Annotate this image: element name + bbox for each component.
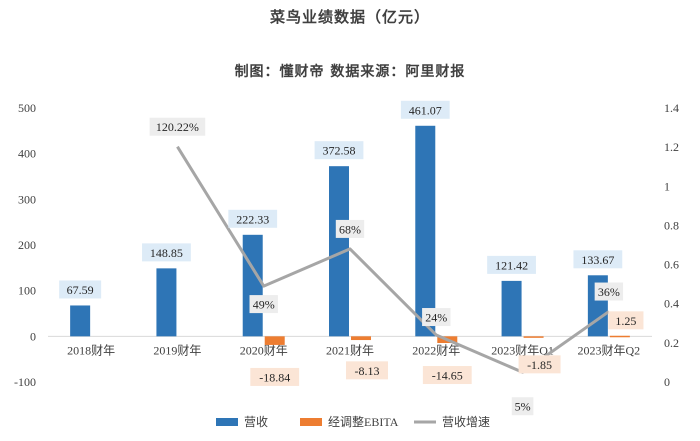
ebita-data-label: -8.13 (355, 364, 380, 378)
revenue-bar (329, 166, 349, 337)
x-category-label: 2023财年Q1 (491, 343, 554, 357)
ebita-bar (264, 336, 285, 345)
growth-data-label: 24% (425, 311, 447, 325)
revenue-data-label: 148.85 (150, 246, 183, 260)
revenue-data-label-box (59, 280, 102, 299)
y-right-tick-label: 1.2 (664, 140, 679, 154)
revenue-data-label-box (228, 209, 278, 228)
revenue-data-label-box (573, 250, 623, 269)
x-category-label: 2019财年 (153, 343, 201, 357)
legend-label: 营收增速 (442, 415, 490, 429)
growth-data-label-box (149, 117, 206, 136)
y-left-tick-label: 0 (30, 329, 36, 343)
y-left-tick-label: -100 (14, 375, 36, 389)
revenue-bar (501, 280, 522, 337)
chart-title: 菜鸟业绩数据（亿元） (269, 8, 430, 26)
x-category-label: 2020财年 (240, 343, 288, 357)
y-right-tick-label: 0.6 (664, 258, 679, 272)
revenue-bar (70, 305, 91, 337)
growth-data-label-box (422, 308, 451, 327)
revenue-data-label: 67.59 (67, 283, 94, 297)
y-right-tick-label: 1.4 (664, 101, 679, 115)
growth-data-label-box (249, 295, 278, 314)
legend-label: 营收 (244, 415, 268, 429)
revenue-bar (242, 234, 263, 337)
x-category-label: 2023财年Q2 (578, 343, 641, 357)
y-left-tick-label: 200 (18, 238, 36, 252)
ebita-data-label: -18.84 (259, 370, 290, 384)
growth-line (176, 145, 610, 374)
x-category-label: 2021财年 (326, 343, 374, 357)
growth-data-label-box (335, 219, 365, 238)
y-right-tick-label: 0.4 (664, 297, 679, 311)
revenue-data-label-box (487, 255, 536, 274)
ebita-data-label-box (250, 367, 300, 386)
y-right-tick-label: 0.2 (664, 336, 679, 350)
revenue-data-label: 372.58 (323, 144, 356, 158)
revenue-data-label: 461.07 (409, 103, 442, 117)
y-right-tick-label: 0 (664, 375, 670, 389)
ebita-data-label-box (422, 366, 472, 385)
y-right-tick-label: 1 (664, 179, 670, 193)
y-left-tick-label: 100 (18, 284, 36, 298)
y-left-tick-label: 300 (18, 192, 36, 206)
growth-data-label: 120.22% (156, 120, 199, 134)
ebita-data-label-box (608, 311, 644, 330)
revenue-data-label-box (314, 141, 364, 160)
x-category-label: 2022财年 (412, 343, 460, 357)
ebita-data-label-box (346, 361, 388, 380)
revenue-bar (415, 125, 436, 337)
growth-data-label-box (594, 282, 624, 301)
axes-layer: -100 0 100 200 300 400 500 0 0.2 0.4 0.6 0.8 1 1.2 1.4… (14, 101, 679, 389)
y-right-tick-label: 0.8 (664, 218, 679, 232)
ebita-bar (523, 336, 544, 338)
revenue-data-label: 121.42 (495, 258, 528, 272)
growth-data-label: 68% (339, 222, 361, 236)
y-left-tick-label: 400 (18, 147, 36, 161)
ebita-data-label: 1.25 (615, 314, 636, 328)
ebita-data-label-box (518, 355, 561, 374)
line-layer (176, 145, 610, 374)
growth-data-label-box (511, 397, 534, 416)
legend-swatch (216, 418, 238, 426)
legend: 营收 经调整EBITA 营收增速 (216, 414, 490, 429)
chart-subtitle: 制图：懂财帝 数据来源：阿里财报 (235, 63, 466, 80)
revenue-data-label: 222.33 (236, 212, 269, 226)
ebita-data-label: -14.65 (432, 369, 463, 383)
growth-data-label: 49% (253, 298, 275, 312)
revenue-data-label-box (142, 243, 191, 262)
ebita-bar (351, 336, 371, 341)
data-labels-layer: 67.59 148.85 222.33 372.58 461.07 121.42 133.6… (59, 100, 644, 416)
growth-data-label: 5% (515, 400, 531, 414)
revenue-bar (156, 268, 177, 337)
ebita-bar (609, 335, 630, 338)
legend-label: 经调整EBITA (328, 414, 399, 429)
revenue-data-label: 133.67 (581, 253, 614, 267)
revenue-data-label-box (400, 100, 450, 119)
ebita-data-label: -1.85 (527, 358, 552, 372)
growth-data-label: 36% (598, 285, 620, 299)
x-category-label: 2018财年 (67, 343, 115, 357)
y-left-tick-label: 500 (18, 101, 36, 115)
legend-swatch (300, 418, 322, 426)
